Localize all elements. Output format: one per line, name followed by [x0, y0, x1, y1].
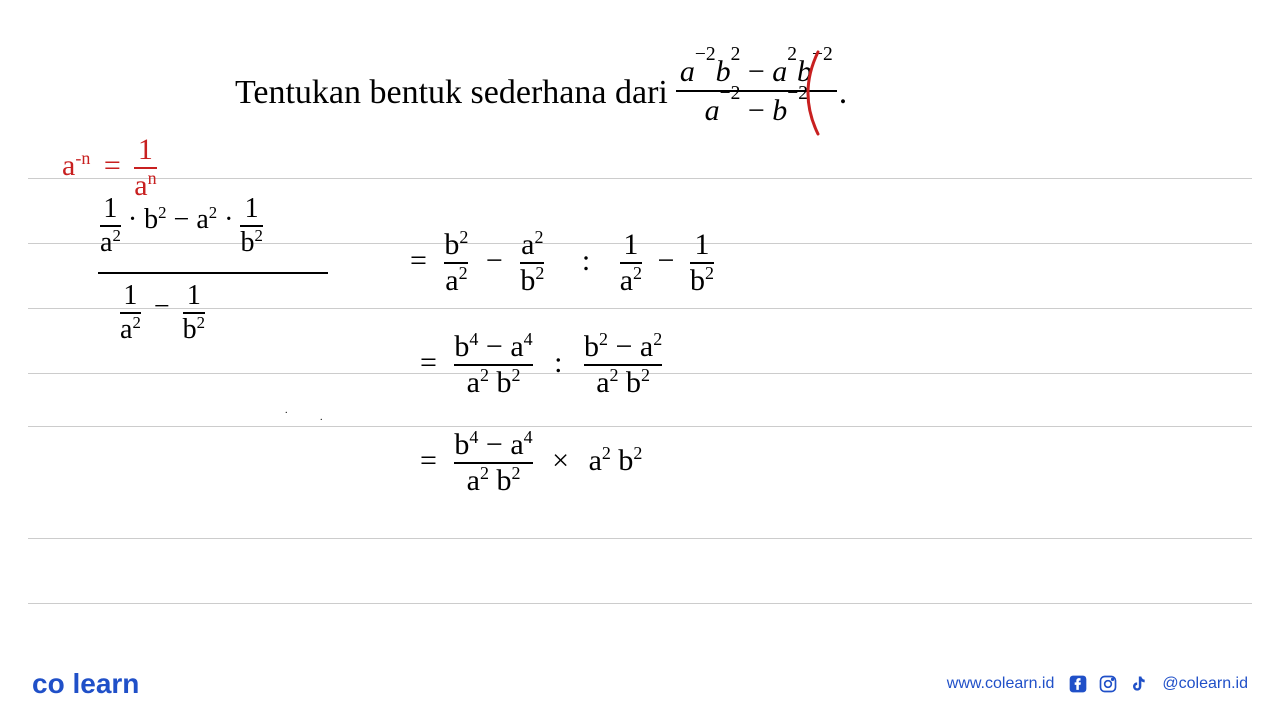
- social-icons: [1068, 674, 1148, 694]
- step4: = b4 − a4a2 b2 × a2 b2: [420, 430, 642, 496]
- step1-denominator: 1a2 − 1b2: [120, 282, 205, 344]
- stray-mark: .: [285, 405, 288, 416]
- colearn-logo: co learn: [32, 668, 139, 700]
- step2: = b2a2 − a2b2 : 1a2 − 1b2: [410, 230, 714, 296]
- facebook-icon: [1068, 674, 1088, 694]
- problem-prefix: Tentukan bentuk sederhana dari: [235, 74, 668, 112]
- step1-fraction-bar: [98, 272, 328, 274]
- step1-numerator: 1a2 · b2 − a2 · 1b2: [100, 195, 263, 257]
- footer-handle: @colearn.id: [1162, 675, 1248, 693]
- identity-formula: a-n = 1 an: [62, 135, 157, 201]
- instagram-icon: [1098, 674, 1118, 694]
- footer-url: www.colearn.id: [947, 675, 1055, 693]
- footer-right: www.colearn.id @colearn.id: [947, 674, 1248, 694]
- period: .: [839, 74, 848, 112]
- tiktok-icon: [1128, 674, 1148, 694]
- red-parenthesis-annotation: [796, 48, 826, 138]
- footer: co learn www.colearn.id @colearn.id: [32, 668, 1248, 700]
- problem-statement: Tentukan bentuk sederhana dari a−2b2 − a…: [235, 55, 853, 131]
- stray-mark-2: .: [320, 412, 323, 423]
- step3: = b4 − a4a2 b2 : b2 − a2a2 b2: [420, 332, 662, 398]
